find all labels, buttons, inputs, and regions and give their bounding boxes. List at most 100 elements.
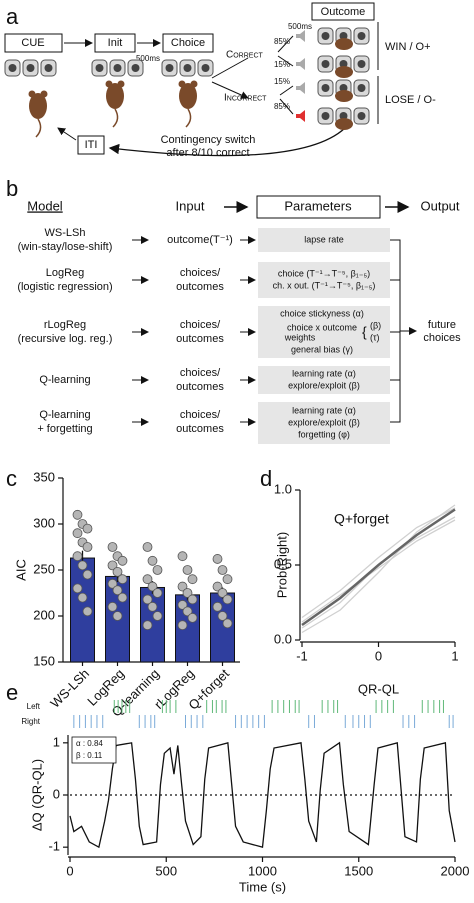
bracket: [390, 239, 401, 423]
y-tick-label: 0: [53, 786, 60, 801]
data-point: [117, 555, 128, 566]
input: outcome(T⁻¹): [167, 234, 233, 246]
panel-label: b: [6, 176, 18, 201]
x-tick-label: 1000: [248, 863, 277, 878]
port-hole: [339, 32, 348, 40]
data-point: [177, 620, 188, 631]
y-axis-label: AIC: [13, 559, 28, 581]
output: choices: [423, 332, 461, 344]
box: [311, 2, 375, 21]
step: CUE: [21, 37, 44, 49]
param: (τ): [370, 332, 380, 342]
data-point: [112, 585, 123, 596]
box: [256, 195, 381, 219]
data-point: [72, 509, 83, 520]
param: choice stickyness (α): [280, 308, 364, 318]
port-hole: [44, 64, 53, 72]
param: forgetting (φ): [298, 429, 350, 439]
data-point: [217, 588, 228, 598]
y-tick-label: 0.5: [274, 556, 292, 571]
chart-title: Q+forget: [334, 511, 389, 527]
step: Init: [108, 37, 123, 49]
data-point: [107, 601, 118, 612]
mouse-head: [335, 118, 353, 130]
port-hole: [339, 112, 348, 120]
mouse-ear: [190, 80, 198, 88]
data-point: [187, 612, 198, 623]
data-point: [177, 551, 188, 562]
model-name: LogReg: [46, 267, 85, 279]
param: explore/exploit (β): [288, 380, 360, 390]
y-tick-label: 150: [33, 653, 55, 668]
data-point: [217, 611, 228, 621]
x-tick-label: 2000: [441, 863, 470, 878]
model-name: (win-stay/lose-shift): [18, 241, 113, 253]
prob: 85%: [274, 102, 290, 111]
port-hole: [8, 64, 17, 72]
data-point: [222, 594, 233, 605]
win: WIN / O+: [385, 41, 431, 53]
port-hole: [321, 60, 330, 68]
port-hole: [339, 84, 348, 92]
model-name: (recursive log. reg.): [18, 333, 113, 345]
param: weights: [284, 332, 316, 342]
data-point: [117, 592, 128, 603]
mouse-head: [335, 38, 353, 50]
x-tick-label: 0: [375, 648, 382, 663]
line: [69, 741, 456, 849]
header: Parameters: [284, 198, 352, 213]
port-hole: [357, 60, 366, 68]
y-tick-label: 200: [33, 607, 55, 622]
port-hole: [183, 64, 192, 72]
data-point: [107, 578, 118, 589]
x-axis-label: QR-QL: [358, 681, 399, 696]
box: [77, 135, 105, 155]
param: explore/exploit (β): [288, 417, 360, 427]
port-hole: [357, 112, 366, 120]
data-point: [142, 574, 153, 585]
mouse-ear: [117, 80, 125, 88]
param-box: [258, 262, 390, 298]
raster-label: Right: [21, 717, 40, 726]
prob: 15%: [274, 60, 290, 69]
data-point: [147, 601, 158, 612]
panel-label: d: [260, 466, 272, 491]
param: choice x outcome: [287, 322, 357, 332]
mouse-ear: [40, 90, 48, 98]
data-point: [182, 565, 193, 575]
data-point: [72, 528, 83, 539]
speaker: [296, 82, 305, 94]
y-tick-label: -1: [48, 839, 60, 854]
port-hole: [131, 64, 140, 72]
data-point: [187, 594, 198, 605]
output: future: [428, 319, 456, 331]
port-hole: [201, 64, 210, 72]
data-point: [112, 566, 123, 577]
mouse-ear: [28, 90, 36, 98]
data-point: [142, 620, 153, 631]
iti: ITI: [85, 139, 98, 151]
mouse-tail: [185, 108, 192, 128]
speaker: [296, 30, 305, 42]
param-box: [258, 306, 390, 358]
model-name: WS-LSh: [45, 227, 86, 239]
mouse-head: [335, 66, 353, 78]
data-point: [82, 606, 93, 617]
charts: cAIC150200250300350WS-LShLogRegQ-learnin…: [6, 466, 469, 895]
data-point: [147, 581, 158, 592]
input: outcomes: [176, 333, 224, 345]
model-rows: WS-LSh (win-stay/lose-shift) outcome(T⁻¹) l…: [17, 227, 390, 444]
data-point: [222, 574, 233, 585]
outcome-delay: 500ms: [288, 22, 312, 31]
input: choices/: [180, 267, 221, 279]
data-point: [177, 600, 188, 610]
data-point: [112, 611, 123, 621]
data-point: [152, 611, 163, 621]
port-hole: [339, 60, 348, 68]
port-hole: [321, 84, 330, 92]
switch: Contingency switch: [161, 134, 256, 146]
mouse-ear: [178, 80, 186, 88]
box: [94, 33, 136, 53]
raster-label: Left: [27, 702, 41, 711]
